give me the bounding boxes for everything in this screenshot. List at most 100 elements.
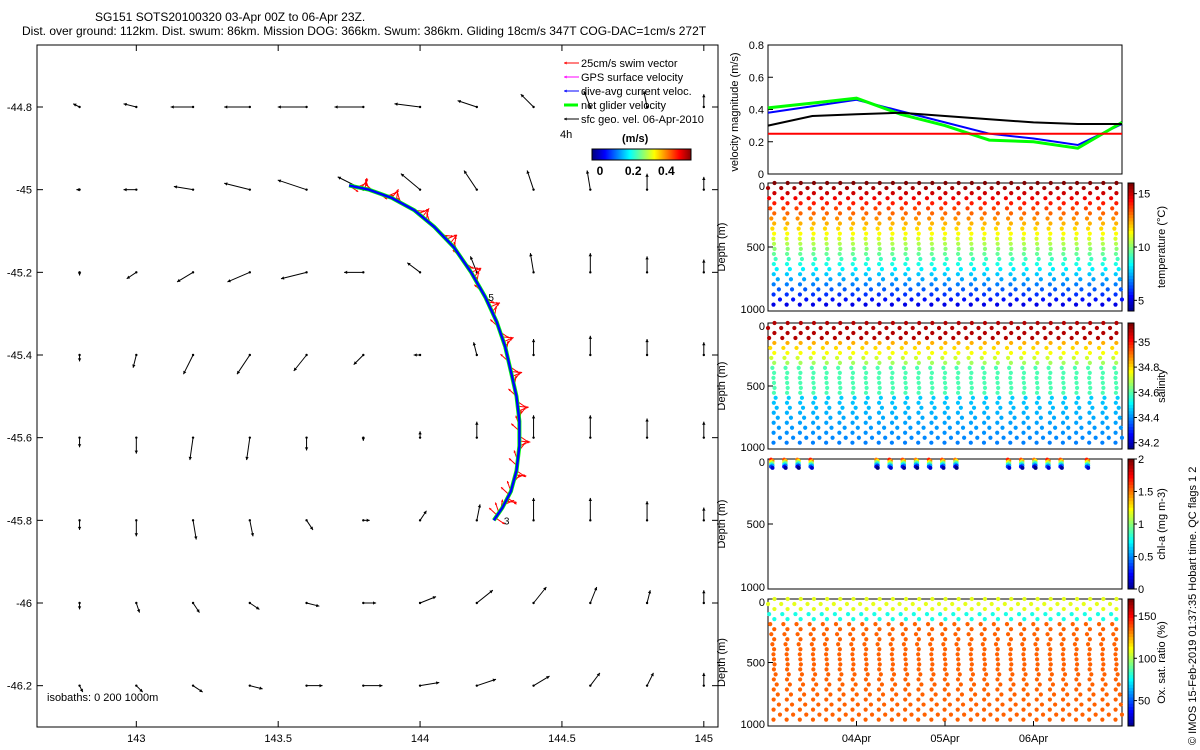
section-sample [817,712,822,717]
section-sample [785,241,790,246]
section-sample [1015,325,1021,331]
section-sample [1098,355,1103,361]
section-sample [890,272,895,277]
section-sample [995,647,1000,652]
map-colorbar-cell [607,149,609,160]
section-sample [864,231,869,236]
section-colorbar-cell [1128,504,1134,509]
section-colorbar-cell [1128,224,1134,229]
map-colorbar-cell [657,149,659,160]
section-sample [977,611,982,617]
section-sample [942,717,947,722]
section-sample [958,267,963,272]
section-sample [1048,380,1053,385]
section-sample [1061,677,1066,682]
section-sample [811,350,816,356]
section-sample [768,206,773,211]
legend-marker-head [564,89,567,93]
section-sample [1074,647,1079,652]
section-sample [903,330,909,336]
section-sample [916,667,921,672]
section-sample [930,330,935,336]
section-sample [995,707,1000,712]
figure-subtitle: Dist. over ground: 112km. Dist. swum: 86… [22,24,707,38]
section-sample [877,191,882,196]
section-sample [850,420,855,425]
section-sample [1021,677,1026,682]
swim-vector-head [396,192,400,195]
section-sample [824,410,829,415]
section-sample [1092,287,1097,292]
section-sample [819,611,824,617]
section-sample [871,185,876,191]
section-sample [845,611,851,617]
section-sample [837,637,843,642]
section-sample [784,375,789,380]
section-sample [1070,345,1075,351]
section-sample [929,350,935,356]
map-colorbar-cell [687,149,689,160]
section-sample [798,350,803,356]
section-ylabel: Depth (m) [716,362,728,411]
section-sample [889,430,895,435]
section-sample [1016,196,1022,201]
section-sample [1038,692,1043,697]
section-sample [876,697,881,702]
section-sample [982,380,987,385]
section-sample [989,325,994,331]
section-sample [863,440,868,445]
swim-vector-head [365,179,368,182]
section-sample [1013,425,1018,430]
section-sample [1007,365,1012,370]
section-sample [770,365,775,370]
section-colorbar-cell [1128,259,1134,264]
geo-vector-head [645,339,649,343]
current-velocity-track [348,184,521,522]
section-sample [831,325,836,331]
section-sample [781,345,786,351]
section-sample [982,400,987,405]
section-sample [995,697,1000,702]
swim-vector-head [514,375,517,378]
section-colorbar-cell [1128,298,1134,302]
section-sample [803,287,808,292]
map-colorbar-cell [627,149,629,160]
section-sample [995,292,1000,297]
geo-vector-head [277,105,281,109]
section-sample [944,672,949,677]
section-sample [1100,375,1105,380]
section-colorbar-cell [1128,719,1134,724]
section-sample [780,196,785,201]
section-sample [811,390,816,395]
section-sample [969,320,974,326]
section-sample [902,236,908,241]
geo-vector-head [196,609,200,613]
section-sample [942,236,947,241]
geo-vector-head [492,678,497,682]
section-sample [863,272,868,277]
section-sample [890,647,895,652]
section-sample [1068,325,1073,331]
section-sample [995,211,1000,216]
section-sample [1039,287,1045,292]
section-sample [784,687,790,692]
section-sample [1074,221,1079,226]
section-sample [956,606,961,612]
geo-vector-head [477,504,482,508]
section-sample [1101,596,1106,602]
geo-vector-head [435,681,440,685]
section-sample [1088,330,1093,336]
section-sample [1061,647,1066,652]
section-sample [916,440,921,445]
section-sample [1021,687,1026,692]
section-sample [995,637,1000,642]
section-sample [887,355,892,361]
section-sample [777,712,783,717]
section-sample [1008,236,1013,241]
section-sample [786,395,791,400]
section-sample [880,277,886,282]
section-sample [1074,370,1079,375]
section-sample [1061,390,1066,395]
section-sample [1012,415,1017,420]
section-sample [1035,637,1040,642]
